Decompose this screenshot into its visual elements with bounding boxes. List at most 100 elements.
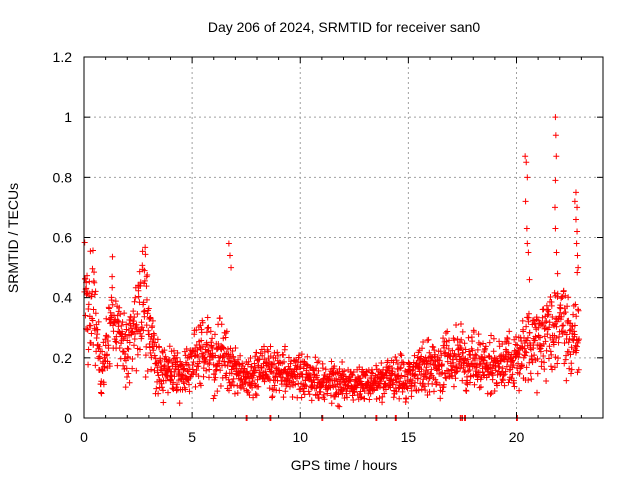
- data-point: [85, 346, 92, 353]
- data-point: [534, 389, 540, 396]
- data-point: [447, 353, 454, 360]
- data-point: [84, 326, 91, 333]
- data-point: [389, 380, 396, 387]
- data-point: [125, 346, 132, 353]
- data-point: [304, 353, 311, 360]
- data-point: [565, 339, 572, 346]
- data-point: [106, 363, 113, 370]
- data-point: [510, 362, 517, 369]
- data-point: [142, 244, 149, 251]
- data-point: [533, 314, 540, 321]
- data-point: [235, 361, 242, 368]
- data-point: [554, 270, 561, 277]
- data-point: [494, 382, 501, 389]
- data-point: [170, 379, 177, 386]
- data-point: [147, 314, 154, 321]
- data-point: [566, 335, 573, 342]
- data-point: [467, 352, 474, 359]
- data-point: [560, 287, 567, 294]
- data-point: [555, 339, 562, 346]
- data-point: [519, 317, 526, 324]
- axis-ticks: [83, 56, 603, 419]
- data-point: [299, 374, 306, 381]
- data-point: [338, 372, 345, 379]
- data-point: [109, 253, 116, 260]
- data-point: [153, 385, 160, 392]
- data-point: [153, 360, 160, 367]
- data-point: [566, 365, 573, 372]
- data-point: [112, 338, 119, 345]
- data-point: [303, 361, 310, 368]
- data-point: [225, 376, 232, 383]
- data-point: [497, 358, 504, 365]
- data-point: [184, 377, 191, 384]
- data-point: [563, 331, 570, 338]
- data-point: [490, 335, 497, 342]
- data-point: [209, 344, 216, 351]
- data-point: [562, 292, 569, 299]
- data-point: [135, 293, 142, 300]
- data-point: [392, 354, 399, 361]
- data-point: [271, 382, 278, 389]
- data-point: [272, 373, 279, 380]
- data-point: [480, 340, 487, 347]
- data-point: [146, 344, 153, 351]
- data-point: [143, 322, 150, 329]
- data-point: [437, 348, 444, 355]
- data-point: [132, 294, 139, 301]
- data-point: [524, 240, 531, 247]
- data-point: [229, 347, 236, 354]
- data-point: [548, 351, 555, 358]
- data-point: [164, 389, 171, 396]
- data-point: [188, 353, 195, 360]
- data-point: [129, 365, 136, 372]
- data-point: [403, 384, 410, 391]
- data-point: [138, 333, 145, 340]
- data-point: [359, 366, 366, 373]
- data-point: [553, 334, 560, 341]
- data-point: [252, 367, 259, 374]
- data-point: [411, 371, 418, 378]
- data-point: [125, 354, 132, 361]
- data-point: [160, 399, 167, 406]
- data-point: [85, 305, 92, 312]
- data-point: [403, 395, 410, 402]
- data-point: [552, 354, 559, 361]
- data-point: [285, 354, 292, 361]
- data-point: [557, 309, 564, 316]
- data-point: [239, 360, 246, 367]
- data-point: [443, 342, 450, 349]
- data-point: [317, 389, 324, 396]
- data-point: [134, 310, 141, 317]
- data-point: [231, 365, 238, 372]
- data-point: [114, 362, 121, 369]
- data-point: [261, 378, 268, 385]
- data-point: [211, 331, 218, 338]
- data-point: [130, 318, 137, 325]
- data-point: [524, 334, 531, 341]
- data-point: [169, 385, 176, 392]
- data-point: [269, 361, 276, 368]
- data-point: [274, 349, 281, 356]
- data-point: [331, 363, 338, 370]
- data-point: [463, 379, 470, 386]
- data-point: [484, 390, 491, 397]
- data-point: [225, 240, 232, 247]
- data-point: [84, 272, 91, 279]
- data-point: [141, 313, 148, 320]
- data-point: [549, 313, 556, 320]
- data-point: [525, 249, 532, 256]
- data-point: [450, 359, 457, 366]
- y-tick-label: 0: [64, 410, 72, 426]
- data-point: [483, 360, 490, 367]
- y-tick-label: 1.2: [53, 49, 73, 65]
- data-point: [521, 345, 528, 352]
- data-point: [430, 388, 437, 395]
- data-point: [228, 370, 235, 377]
- data-point: [235, 356, 242, 363]
- data-point: [125, 370, 132, 377]
- data-point: [86, 290, 93, 297]
- data-point: [406, 361, 413, 368]
- data-point: [518, 362, 525, 369]
- data-point: [131, 335, 138, 342]
